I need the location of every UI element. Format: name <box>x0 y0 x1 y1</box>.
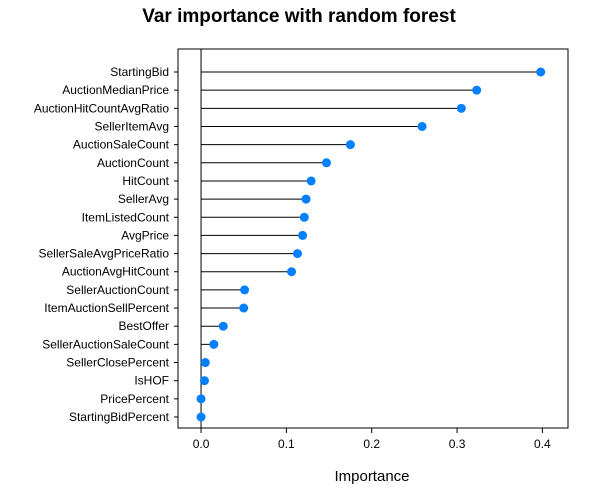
y-label-9: AvgPrice <box>121 228 169 242</box>
point-16 <box>200 358 210 368</box>
y-label-13: ItemAuctionSellPercent <box>44 301 169 315</box>
point-1 <box>472 85 482 95</box>
y-label-18: PricePercent <box>100 392 169 406</box>
y-label-0: StartingBid <box>110 65 169 79</box>
y-label-12: SellerAuctionCount <box>66 283 169 297</box>
y-label-17: IsHOF <box>134 374 169 388</box>
point-8 <box>299 212 309 222</box>
point-6 <box>306 176 316 186</box>
y-category-labels: StartingBid AuctionMedianPrice AuctionHitC… <box>34 65 178 424</box>
point-3 <box>417 121 427 131</box>
x-axis-title: Importance <box>334 468 409 485</box>
y-label-3: SellerItemAvg <box>95 119 169 133</box>
point-9 <box>298 230 308 240</box>
data-points <box>196 67 546 422</box>
point-15 <box>209 339 219 349</box>
chart-title: Var importance with random forest <box>142 6 456 27</box>
x-tick-label-0: 0.0 <box>193 437 210 451</box>
x-tick-label-2: 0.2 <box>363 437 380 451</box>
y-label-5: AuctionCount <box>97 156 170 170</box>
point-11 <box>287 267 297 277</box>
point-12 <box>240 285 250 295</box>
y-label-10: SellerSaleAvgPriceRatio <box>38 247 169 261</box>
point-0 <box>536 67 546 77</box>
y-label-14: BestOffer <box>119 319 169 333</box>
y-label-4: AuctionSaleCount <box>73 138 170 152</box>
point-19 <box>196 412 206 422</box>
y-label-8: ItemListedCount <box>82 210 170 224</box>
y-label-2: AuctionHitCountAvgRatio <box>34 101 170 115</box>
y-label-19: StartingBidPercent <box>69 410 170 424</box>
point-2 <box>456 103 466 113</box>
point-18 <box>196 394 206 404</box>
point-10 <box>292 249 302 259</box>
y-label-15: SellerAuctionSaleCount <box>42 337 169 351</box>
point-5 <box>321 158 331 168</box>
y-label-6: HitCount <box>122 174 169 188</box>
point-13 <box>239 303 249 313</box>
lollipop-stems <box>201 71 541 382</box>
x-tick-label-1: 0.1 <box>278 437 295 451</box>
point-4 <box>345 140 355 150</box>
y-label-1: AuctionMedianPrice <box>62 83 169 97</box>
x-tick-label-4: 0.4 <box>534 437 551 451</box>
x-axis: 0.0 0.1 0.2 0.3 0.4 <box>193 428 551 451</box>
plot-frame <box>177 48 569 429</box>
y-label-16: SellerClosePercent <box>66 356 169 370</box>
point-17 <box>199 376 209 386</box>
point-14 <box>218 321 228 331</box>
y-label-7: SellerAvg <box>118 192 169 206</box>
point-7 <box>301 194 311 204</box>
y-label-11: AuctionAvgHitCount <box>62 265 170 279</box>
x-tick-label-3: 0.3 <box>449 437 466 451</box>
